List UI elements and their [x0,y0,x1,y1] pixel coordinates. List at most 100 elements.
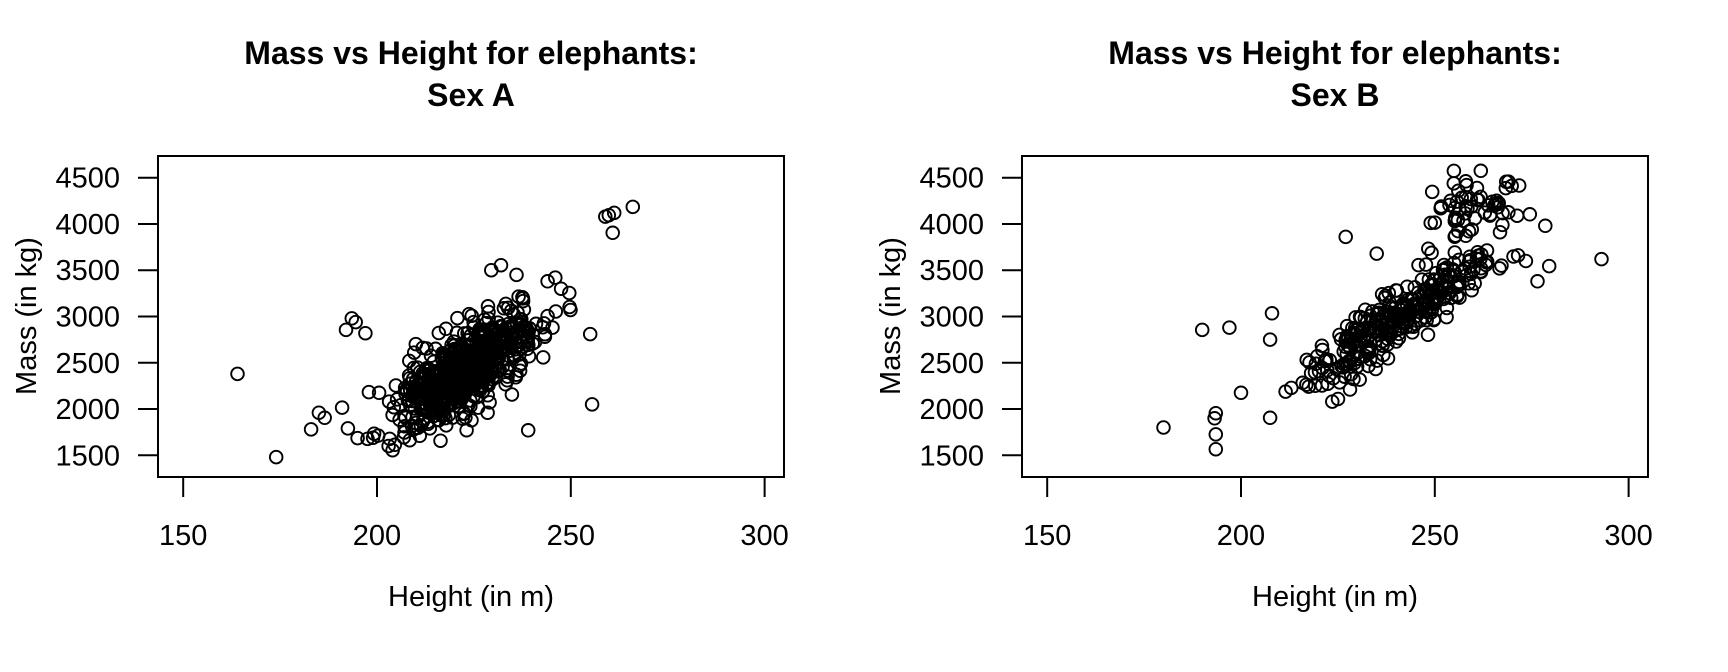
panel-sex-b: Mass vs Height for elephants: Sex B 150 2… [864,0,1728,672]
data-point [1233,385,1249,401]
data-point [537,326,553,342]
data-point [268,449,284,465]
data-point [1335,360,1351,375]
data-point [348,314,363,330]
y-tick-label: 2000 [919,394,984,426]
data-point [509,267,524,283]
y-axis-title-a: Mass (in kg) [11,237,43,395]
data-point [406,345,422,360]
data-point [1464,282,1479,298]
data-point [1389,283,1405,298]
data-point [514,312,529,327]
data-point [461,337,476,352]
data-point [1330,391,1346,407]
data-point [381,438,396,454]
data-point [1467,276,1482,291]
data-point [381,394,397,409]
data-point [548,270,563,285]
data-point [1473,163,1489,179]
data-point [1439,309,1454,325]
data-point [1222,320,1237,335]
data-point [1538,218,1553,234]
data-point [1409,298,1425,314]
data-point [1374,286,1390,302]
data-point [1436,257,1452,273]
chart-title-line1-b: Mass vs Height for elephants: [1108,35,1561,71]
data-point [1315,360,1330,376]
data-point [1448,210,1463,225]
data-point [472,364,488,380]
data-point [1424,245,1439,261]
data-point [1447,245,1463,260]
data-point [485,343,501,359]
data-point [1262,332,1278,347]
data-point [1440,281,1456,297]
data-point [1486,198,1502,213]
data-point [365,430,381,445]
data-point [540,308,555,324]
y-tick-label: 4000 [919,209,984,241]
data-point [1498,180,1514,196]
data-point [432,395,448,410]
data-point [1530,274,1545,289]
data-point [484,262,499,278]
data-point [1454,263,1470,279]
y-tick-label: 3500 [55,255,120,287]
chart-sex-a: Mass vs Height for elephants: Sex A 150 2… [11,35,789,613]
x-tick-label: 250 [547,520,595,552]
data-point [540,274,555,289]
data-point [338,322,354,338]
data-point [536,316,552,331]
data-point [1375,333,1390,349]
data-point [520,423,536,438]
data-point [433,433,448,448]
data-point [1428,291,1444,307]
axis-ticks-a: 150 200 250 300 1500 2000 2500 3000 3500 4000 4500 [55,163,788,552]
data-point [506,349,522,365]
data-point [1421,241,1436,256]
y-tick-label: 4500 [55,163,120,195]
data-point [1522,207,1538,222]
data-point [431,325,447,341]
data-point [1194,322,1210,338]
data-point [1317,353,1333,369]
data-point [446,388,461,404]
data-point [350,430,365,446]
data-point [1541,258,1557,274]
x-tick-label: 150 [159,520,207,552]
data-point [493,257,509,273]
data-point [1368,314,1383,330]
data-point [397,408,412,424]
data-point [1473,264,1489,280]
data-point [450,310,465,326]
data-point [1433,200,1448,216]
data-point [1423,215,1438,231]
data-point [453,353,468,369]
data-point [1449,289,1465,304]
data-point [498,296,514,312]
data-point [461,306,477,322]
data-point [1443,193,1458,209]
data-point [1432,272,1447,287]
data-point [1451,183,1466,199]
data-point [402,353,417,369]
panel-sex-a: Mass vs Height for elephants: Sex A 150 2… [11,35,789,613]
data-point [1492,224,1508,240]
data-point [429,364,444,379]
data-point [1458,228,1474,244]
data-point [1262,410,1278,426]
data-point [1418,257,1434,272]
y-tick-label: 2500 [919,348,984,380]
data-point [562,299,577,315]
data-point [452,359,467,374]
chart-title-line2-b: Sex B [1291,77,1380,113]
y-tick-label: 4500 [919,163,984,195]
data-point [562,285,577,301]
data-point [334,400,350,415]
data-point [344,311,360,326]
y-tick-label: 3000 [55,302,120,334]
chart-title-line1-a: Mass vs Height for elephants: [244,35,697,71]
data-point [504,387,520,402]
data-point [1445,262,1461,277]
